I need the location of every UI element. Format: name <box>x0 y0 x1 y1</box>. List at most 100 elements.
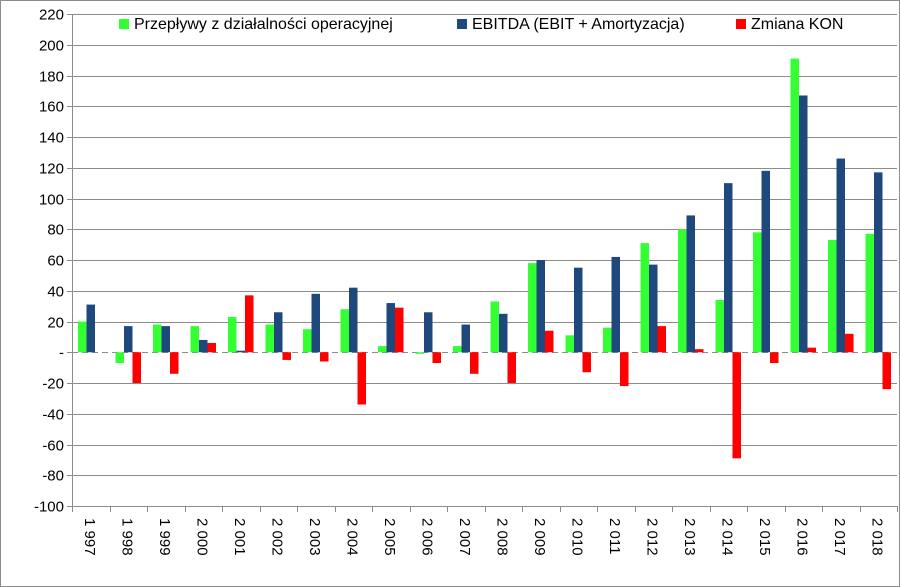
bar <box>753 232 762 353</box>
y-tick-label: 140 <box>39 130 64 147</box>
y-tick-label: -80 <box>42 468 64 485</box>
legend-label: Przepływy z działalności operacyjnej <box>134 16 393 33</box>
y-tick-label: -20 <box>42 376 64 393</box>
bar <box>340 309 349 353</box>
bar <box>865 233 874 353</box>
bar <box>453 346 462 353</box>
x-tick-label: 2 015 <box>756 518 773 556</box>
bar <box>761 170 770 353</box>
y-tick-label: 120 <box>39 161 64 178</box>
bar <box>545 330 554 353</box>
x-tick-label: 2 006 <box>418 518 435 556</box>
bar <box>124 326 133 353</box>
bar <box>415 352 424 354</box>
bar <box>603 327 612 353</box>
x-tick-label: 2 003 <box>306 518 323 556</box>
bar <box>199 339 208 353</box>
y-tick-label: 40 <box>47 284 64 301</box>
x-tick-label: 1 999 <box>156 518 173 556</box>
bar <box>724 183 733 353</box>
bar <box>190 326 199 353</box>
bar <box>170 352 179 374</box>
bar <box>86 304 95 353</box>
x-tick-label: 2 018 <box>868 518 885 556</box>
x-tick-label: 2 014 <box>718 518 735 556</box>
bar <box>432 352 441 364</box>
bar <box>490 301 499 353</box>
y-tick-label: 100 <box>39 192 64 209</box>
x-tick-label: 2 009 <box>531 518 548 556</box>
bar <box>582 352 591 373</box>
bar <box>790 58 799 353</box>
bar <box>507 352 516 383</box>
x-tick-label: 2 004 <box>343 518 360 556</box>
bar <box>695 349 704 353</box>
axes <box>67 14 898 512</box>
x-tick-label: 1 997 <box>81 518 98 556</box>
bar <box>132 352 141 383</box>
bars <box>78 58 891 459</box>
bar <box>678 229 687 353</box>
bar <box>836 158 845 353</box>
bar <box>395 307 404 353</box>
x-tick-label: 2 013 <box>681 518 698 556</box>
x-tick-label: 2 007 <box>456 518 473 556</box>
y-tick-label: -100 <box>34 499 64 516</box>
bar <box>236 350 245 353</box>
bar <box>686 215 695 353</box>
bar <box>470 352 479 374</box>
bar <box>657 326 666 353</box>
legend-swatch <box>736 19 746 29</box>
legend-swatch <box>119 19 129 29</box>
bar <box>245 295 254 353</box>
bar <box>115 352 124 364</box>
bar <box>611 256 620 353</box>
y-tick-label: 20 <box>47 315 64 332</box>
bar <box>303 329 312 353</box>
bar <box>378 346 387 353</box>
bar <box>228 316 237 353</box>
bar <box>574 267 583 353</box>
bar <box>461 324 470 353</box>
x-tick-label: 2 008 <box>493 518 510 556</box>
bar <box>565 335 574 353</box>
bar <box>799 95 808 353</box>
x-tick-label: 2 016 <box>793 518 810 556</box>
y-tick-label: 160 <box>39 99 64 116</box>
bar <box>311 293 320 353</box>
bar <box>732 352 741 459</box>
x-tick-label: 2 017 <box>831 518 848 556</box>
x-tick-label: 2 010 <box>568 518 585 556</box>
x-axis-ticks: 1 997 1 998 1 999 2 000 2 001 2 002 2 003 2 004… <box>81 518 886 556</box>
bar <box>274 312 283 353</box>
legend-label: EBITDA (EBIT + Amortyzacja) <box>472 16 685 33</box>
bar <box>874 172 883 353</box>
y-tick-label: 60 <box>47 253 64 270</box>
legend: Przepływy z działalności operacyjnej EBIT… <box>119 16 843 33</box>
bar <box>357 352 366 405</box>
legend-item: Przepływy z działalności operacyjnej <box>119 16 393 33</box>
x-tick-label: 2 000 <box>193 518 210 556</box>
y-tick-label: 80 <box>47 222 64 239</box>
bar <box>882 352 891 390</box>
bar <box>770 352 779 364</box>
bar <box>528 263 537 353</box>
x-tick-label: 2 012 <box>643 518 660 556</box>
y-axis-ticks: -100-80-60-40-20-20406080100120140160180… <box>34 7 64 516</box>
bar <box>320 352 329 362</box>
bar <box>828 240 837 353</box>
legend-swatch <box>457 19 467 29</box>
bar <box>499 313 508 353</box>
bar <box>807 347 816 353</box>
y-tick-label: 180 <box>39 69 64 86</box>
bar <box>161 326 170 353</box>
bar <box>424 312 433 353</box>
bar <box>715 299 724 353</box>
y-tick-label: 200 <box>39 38 64 55</box>
y-tick-label: 220 <box>39 7 64 24</box>
x-tick-label: 2 001 <box>231 518 248 556</box>
legend-item: EBITDA (EBIT + Amortyzacja) <box>457 16 685 33</box>
bar <box>153 324 162 353</box>
